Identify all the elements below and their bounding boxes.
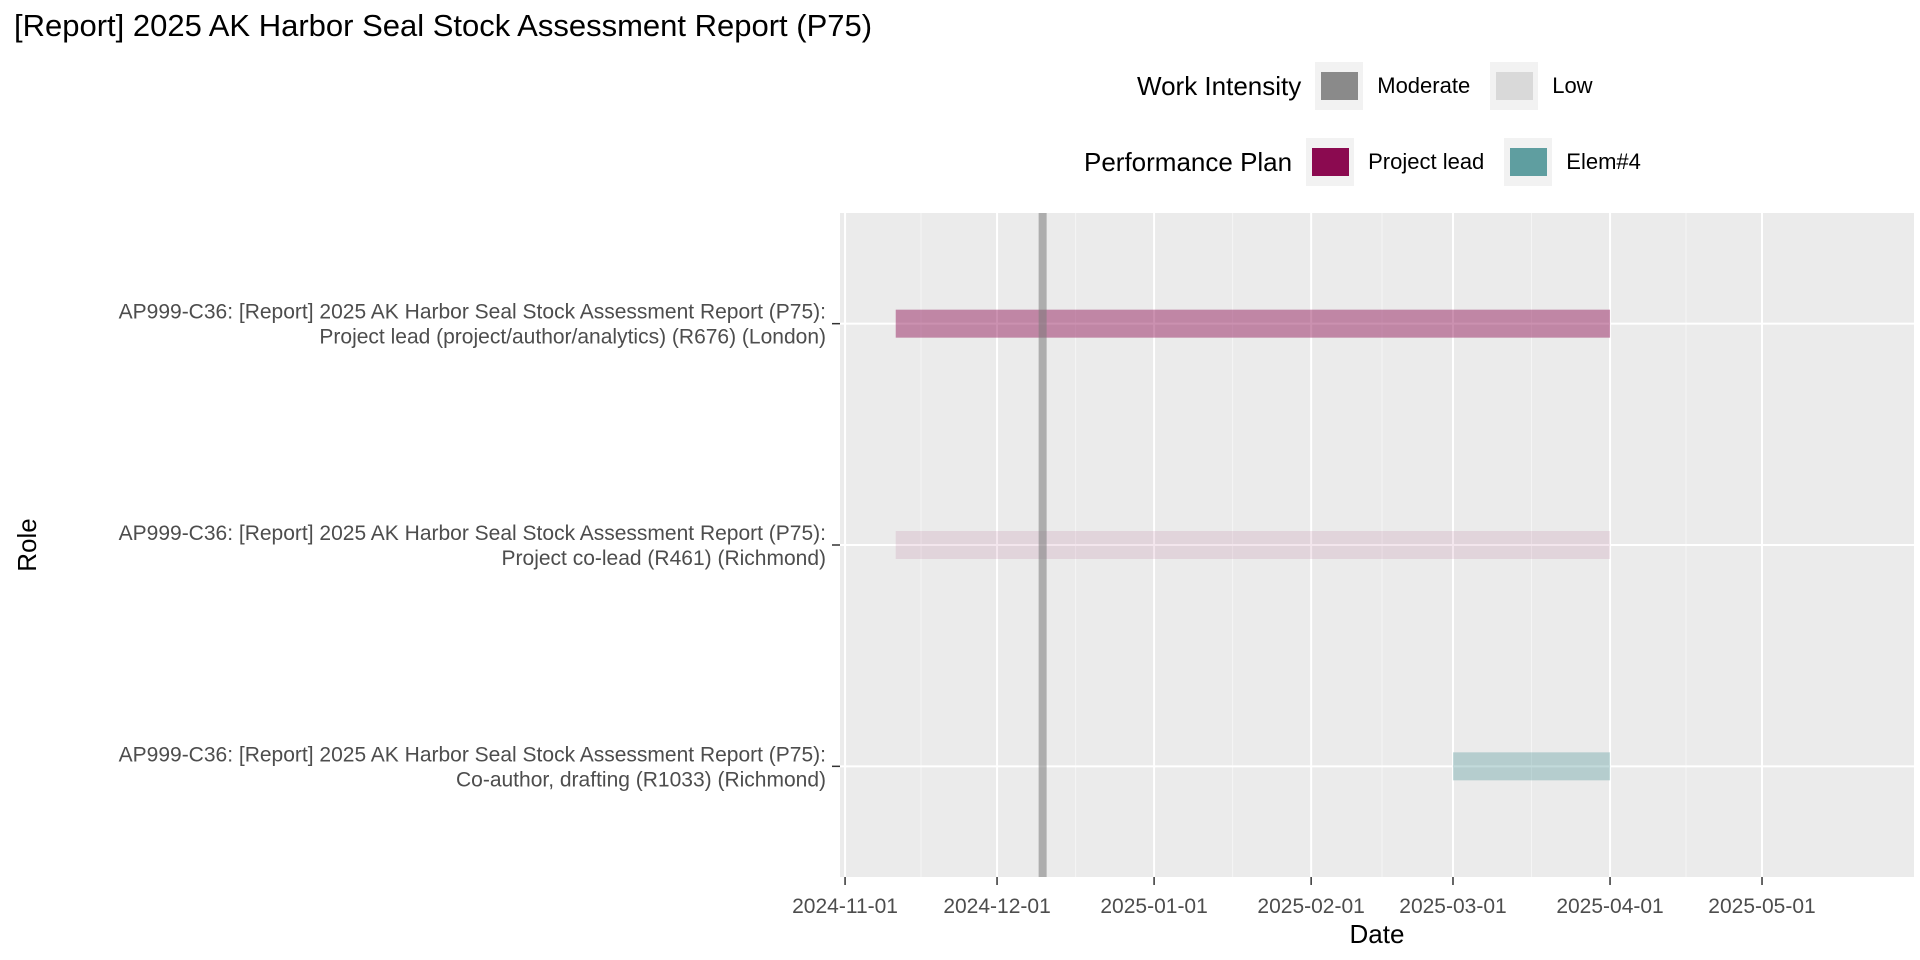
y-tick-label-line: AP999-C36: [Report] 2025 AK Harbor Seal … (119, 522, 826, 545)
legend-swatch-moderate (1320, 72, 1358, 100)
legend-title-work-intensity: Work Intensity (1137, 70, 1302, 101)
legend-key-moderate (1315, 62, 1364, 110)
legend-label-elem4: Elem#4 (1566, 149, 1641, 174)
y-tick-label: AP999-C36: [Report] 2025 AK Harbor Seal … (119, 522, 826, 570)
y-tick-label: AP999-C36: [Report] 2025 AK Harbor Seal … (119, 743, 826, 791)
legend-performance-plan: Performance Plan Project lead Elem#4 (1084, 138, 1661, 186)
legend-work-intensity: Work Intensity Moderate Low (1137, 62, 1613, 110)
page-title: [Report] 2025 AK Harbor Seal Stock Asses… (14, 8, 873, 43)
y-tick-label-line: Co-author, drafting (R1033) (Richmond) (456, 768, 826, 791)
legend-title-performance-plan: Performance Plan (1084, 146, 1293, 177)
legend-label-low: Low (1552, 73, 1593, 98)
gantt-bar (895, 531, 1611, 559)
x-tick-label: 2025-01-01 (1100, 895, 1207, 918)
legend-swatch-project-lead (1311, 148, 1349, 176)
legend-label-moderate: Moderate (1377, 73, 1471, 98)
y-tick-label-line: AP999-C36: [Report] 2025 AK Harbor Seal … (119, 743, 826, 766)
x-tick-label: 2024-11-01 (792, 895, 898, 918)
x-axis-title: Date (1350, 919, 1405, 949)
x-tick-label: 2024-12-01 (943, 895, 1050, 918)
y-tick-label: AP999-C36: [Report] 2025 AK Harbor Seal … (119, 301, 826, 349)
legend-key-low (1490, 62, 1539, 110)
x-tick-label: 2025-05-01 (1708, 895, 1815, 918)
x-tick-label: 2025-03-01 (1399, 895, 1506, 918)
y-tick-label-line: AP999-C36: [Report] 2025 AK Harbor Seal … (119, 301, 826, 324)
legend-label-project-lead: Project lead (1368, 149, 1485, 174)
today-line (1038, 213, 1047, 877)
legend-swatch-elem4 (1509, 148, 1547, 176)
legend-swatch-low (1495, 72, 1533, 100)
x-tick-label: 2025-02-01 (1257, 895, 1364, 918)
y-tick-label-line: Project co-lead (R461) (Richmond) (502, 547, 826, 570)
gantt-bar (895, 309, 1611, 338)
x-tick-label: 2025-04-01 (1556, 895, 1663, 918)
y-axis-title: Role (12, 518, 42, 571)
legend-key-project-lead (1306, 138, 1355, 186)
y-tick-label-line: Project lead (project/author/analytics) … (319, 326, 826, 349)
gantt-bar (1452, 752, 1611, 781)
legend-key-elem4 (1504, 138, 1553, 186)
